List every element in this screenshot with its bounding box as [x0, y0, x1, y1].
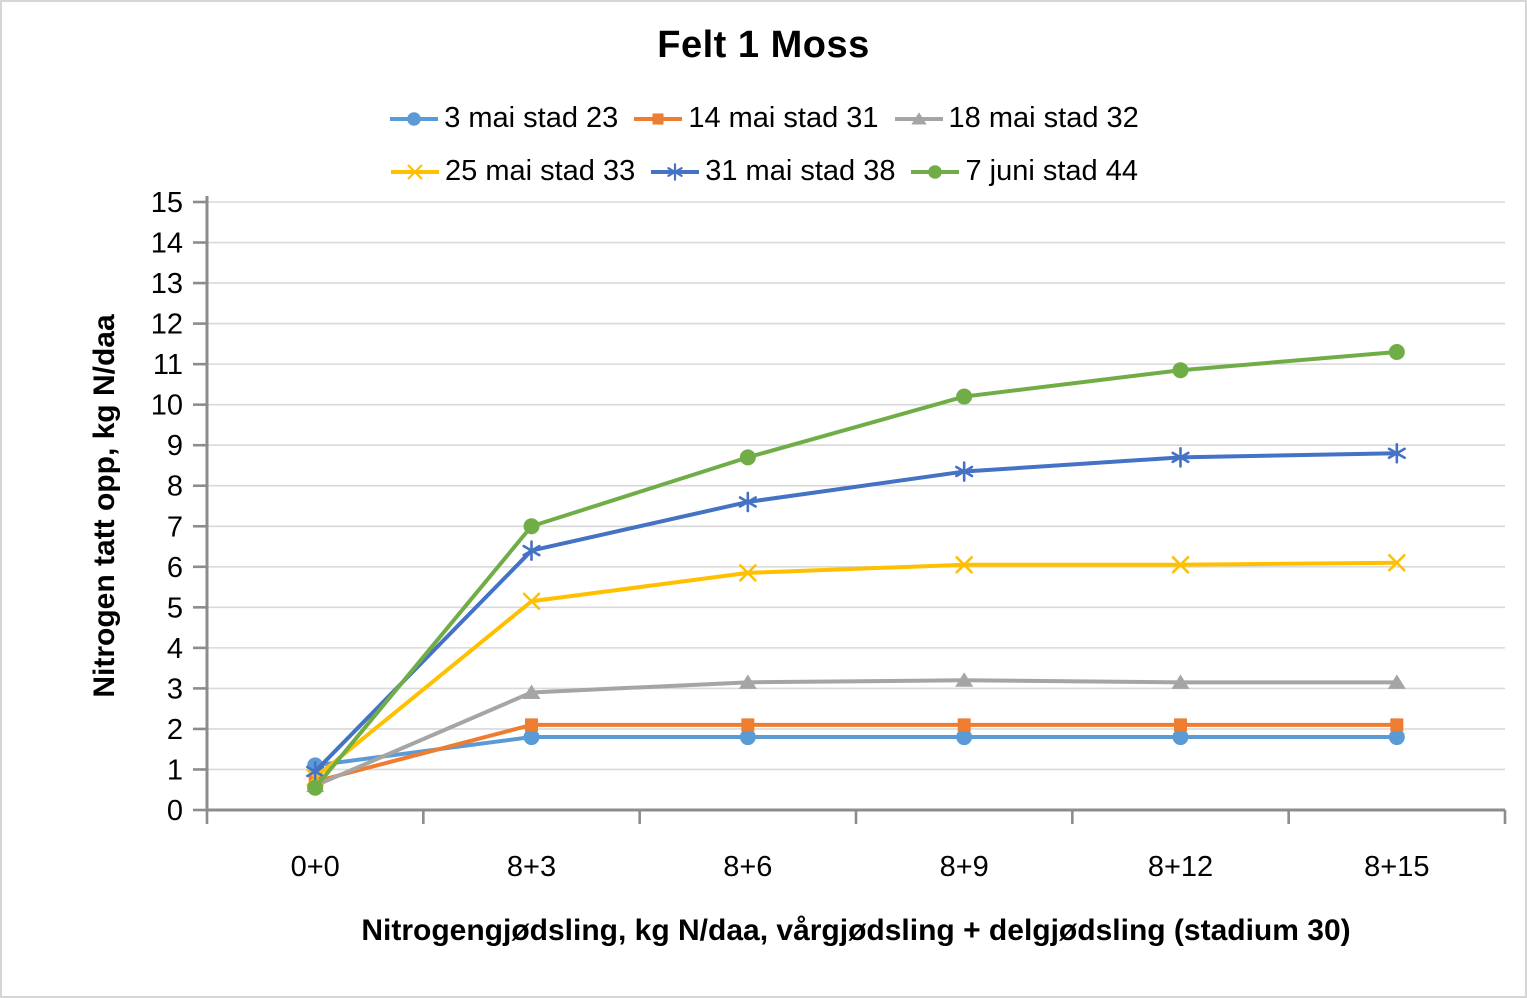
data-point-marker-0	[1172, 729, 1189, 746]
x-tick-label: 8+15	[1364, 851, 1429, 883]
legend: 3 mai stad 23 14 mai stad 31 18 mai stad 3…	[2, 102, 1525, 188]
data-point-marker-3	[955, 555, 973, 574]
data-point-marker-5	[739, 449, 756, 466]
series-line-2	[313, 678, 1399, 788]
series-line-4	[313, 451, 1399, 774]
x-tick-label: 8+3	[507, 851, 556, 883]
legend-label: 14 mai stad 31	[688, 102, 879, 134]
legend-item-0: 3 mai stad 23	[388, 102, 618, 135]
data-point-marker-0	[523, 729, 540, 746]
data-point-marker-2	[955, 672, 974, 687]
y-tick-label: 15	[151, 187, 183, 219]
data-point-marker-4	[955, 461, 974, 482]
y-tick-label: 7	[167, 511, 183, 543]
data-point-marker-5	[1388, 343, 1405, 360]
x-axis-title: Nitrogengjødsling, kg N/daa, vårgjødslin…	[361, 914, 1351, 947]
data-point-marker-2	[522, 684, 541, 699]
data-point-marker-4	[306, 761, 325, 782]
y-tick-label: 4	[167, 633, 183, 665]
legend-marker-square-icon	[634, 112, 683, 125]
series-line-5	[313, 349, 1399, 790]
data-point-marker-4	[738, 491, 757, 513]
data-point-marker-5	[523, 518, 540, 535]
data-point-marker-1	[1174, 718, 1187, 732]
y-tick-label: 11	[153, 349, 183, 381]
y-tick-label: 5	[167, 592, 183, 624]
data-point-marker-1	[957, 718, 971, 732]
y-tick-label: 0	[167, 795, 183, 827]
data-point-marker-5	[1172, 362, 1189, 379]
y-tick-label: 9	[167, 430, 183, 462]
x-tick-label: 8+6	[723, 851, 772, 883]
legend-item-1: 14 mai stad 31	[632, 102, 879, 135]
y-tick-label: 6	[167, 552, 183, 584]
data-point-marker-0	[1388, 729, 1405, 746]
legend-label: 18 mai stad 32	[948, 102, 1139, 134]
data-point-marker-2	[738, 674, 757, 689]
legend-marker-asterisk-icon	[651, 162, 700, 181]
y-tick-label: 8	[167, 471, 183, 503]
legend-item-3: 25 mai stad 33	[389, 155, 635, 188]
data-point-marker-2	[1171, 674, 1190, 689]
series-line-3	[313, 560, 1399, 780]
legend-label: 31 mai stad 38	[705, 155, 896, 187]
x-tick-label: 8+12	[1148, 851, 1213, 883]
y-tick-label: 12	[151, 309, 183, 341]
y-tick-label: 13	[151, 268, 183, 300]
data-point-marker-4	[1171, 447, 1190, 468]
data-point-marker-2	[1387, 674, 1406, 689]
legend-item-2: 18 mai stad 32	[893, 102, 1139, 135]
y-tick-label: 14	[151, 228, 183, 260]
y-tick-label: 2	[167, 714, 183, 746]
legend-item-4: 31 mai stad 38	[649, 155, 895, 188]
series-line-0	[313, 735, 1399, 768]
data-point-marker-1	[525, 718, 538, 732]
y-axis-title: Nitrogen tatt opp, kg N/daa	[88, 314, 121, 698]
legend-label: 7 juni stad 44	[965, 155, 1138, 187]
y-tick-label: 10	[151, 390, 183, 422]
y-tick-label: 3	[167, 673, 183, 705]
chart-title: Felt 1 Moss	[657, 24, 870, 66]
data-point-marker-3	[1171, 555, 1190, 574]
data-point-marker-4	[522, 540, 541, 561]
legend-label: 25 mai stad 33	[445, 155, 636, 187]
data-point-marker-0	[956, 729, 973, 746]
x-tick-label: 8+9	[940, 851, 989, 883]
legend-marker-circle-icon	[390, 111, 439, 126]
data-point-marker-5	[956, 388, 973, 405]
x-tick-label: 0+0	[291, 851, 340, 883]
data-point-marker-0	[739, 729, 756, 746]
data-point-marker-4	[1387, 443, 1406, 464]
legend-row-1: 25 mai stad 33 31 mai stad 38 7 juni stad …	[389, 155, 1138, 188]
y-tick-label: 1	[167, 754, 183, 786]
legend-row-0: 3 mai stad 23 14 mai stad 31 18 mai stad 3…	[388, 102, 1139, 135]
data-point-marker-1	[1390, 718, 1404, 732]
data-point-marker-3	[739, 564, 757, 582]
legend-label: 3 mai stad 23	[444, 102, 619, 134]
legend-marker-circle-icon	[911, 164, 960, 179]
legend-item-5: 7 juni stad 44	[909, 155, 1138, 188]
data-point-marker-5	[307, 779, 324, 796]
series-line-1	[313, 722, 1399, 784]
data-point-marker-1	[741, 718, 755, 732]
legend-marker-triangle-icon	[894, 111, 943, 125]
legend-marker-x-icon	[391, 164, 439, 179]
data-point-marker-3	[1388, 553, 1406, 572]
data-point-marker-3	[522, 592, 541, 611]
